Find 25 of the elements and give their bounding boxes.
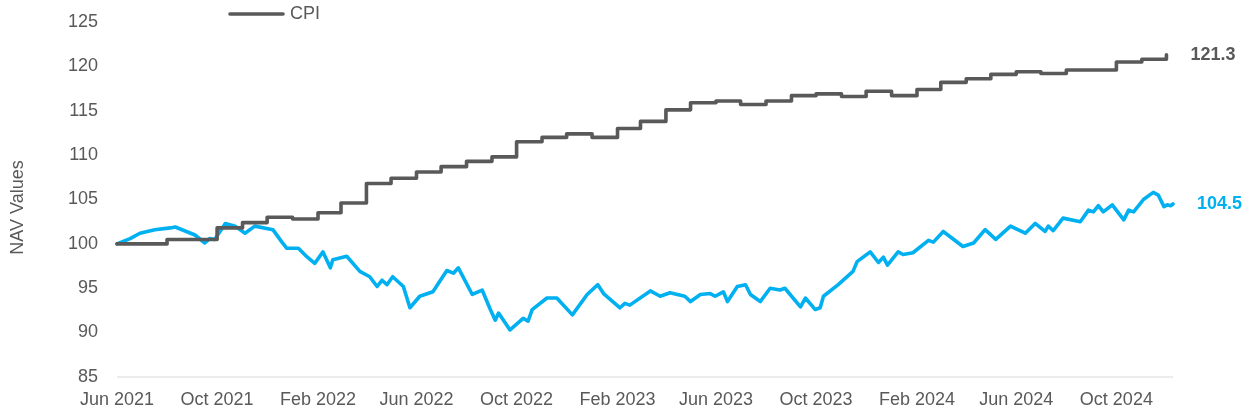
data-label: 121.3 bbox=[1190, 43, 1236, 64]
x-tick-label: Jun 2024 bbox=[979, 389, 1054, 409]
x-tick-label: Oct 2022 bbox=[480, 389, 554, 409]
y-tick-label: 90 bbox=[77, 321, 98, 342]
data-label: 104.5 bbox=[1197, 192, 1243, 213]
x-tick-label: Oct 2023 bbox=[779, 389, 853, 409]
y-tick-label: 85 bbox=[77, 365, 98, 386]
y-tick-label: 95 bbox=[77, 277, 98, 297]
x-tick-label: Feb 2023 bbox=[579, 389, 656, 409]
x-tick-label: Feb 2024 bbox=[878, 389, 956, 409]
x-tick-label: Oct 2021 bbox=[180, 389, 254, 409]
x-tick-label: Jun 2023 bbox=[678, 389, 754, 409]
y-tick-label: 105 bbox=[67, 188, 98, 209]
y-tick-label: 110 bbox=[69, 143, 98, 164]
line-series bbox=[115, 190, 1175, 332]
y-tick-label: 120 bbox=[67, 55, 98, 76]
x-tick-label: Jun 2022 bbox=[379, 389, 454, 409]
y-tick-label: 115 bbox=[69, 99, 98, 120]
x-tick-label: Feb 2022 bbox=[279, 389, 357, 409]
y-tick-label: 100 bbox=[67, 232, 98, 253]
x-tick-label: Oct 2024 bbox=[1079, 389, 1153, 409]
x-tick-label: Jun 2021 bbox=[79, 389, 155, 409]
legend-label: CPI bbox=[290, 2, 321, 23]
y-axis-title: NAV Values bbox=[6, 160, 27, 255]
y-tick-label: 125 bbox=[67, 10, 98, 31]
